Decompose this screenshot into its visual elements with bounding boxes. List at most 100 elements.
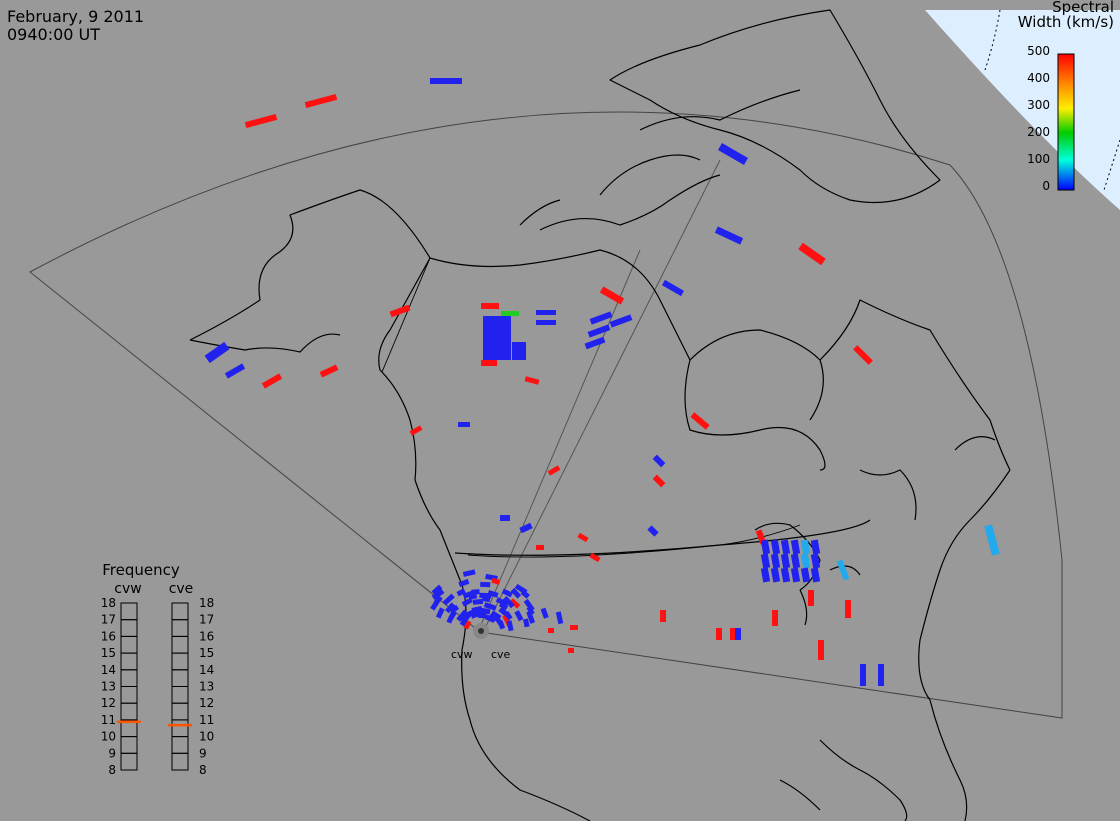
echo-cell <box>449 604 460 614</box>
frequency-level-right: 17 <box>199 613 214 627</box>
radar-echoes <box>204 78 1000 686</box>
echo-cell <box>430 78 462 84</box>
echo-cell <box>204 341 230 364</box>
echo-cell <box>442 593 455 606</box>
borders <box>381 257 801 558</box>
echo-cell <box>458 578 470 588</box>
polar-cap-dotted-line <box>984 9 1001 71</box>
echo-cell <box>468 593 478 600</box>
polar-cap-dotted-line-2 <box>1103 139 1120 191</box>
echo-cell <box>536 320 556 325</box>
frequency-level-right: 16 <box>199 629 214 643</box>
frequency-level-left: 16 <box>101 629 116 643</box>
colorbar-gradient <box>1057 53 1075 191</box>
echo-cell <box>431 588 445 600</box>
echo-cell <box>770 567 781 583</box>
echo-cell <box>790 567 801 583</box>
echo-cell <box>472 598 484 605</box>
fov-beam-line-2 <box>477 249 641 633</box>
echo-cell <box>514 610 524 622</box>
echo-cell <box>522 618 530 628</box>
echo-cell <box>498 601 509 611</box>
frequency-level-right: 9 <box>199 746 207 760</box>
echo-cell <box>487 613 497 623</box>
echo-cell <box>458 422 470 427</box>
echo-cell <box>483 316 511 360</box>
frequency-level-left: 18 <box>101 596 116 610</box>
colorbar-tick-200: 200 <box>1027 125 1050 139</box>
echo-cell <box>652 474 666 488</box>
echo-cell <box>780 539 791 555</box>
echo-cell <box>389 304 411 318</box>
site-label-cve: cve <box>491 648 511 661</box>
echo-cell <box>714 226 744 245</box>
frequency-level-right: 14 <box>199 663 214 677</box>
echo-cell <box>480 581 491 588</box>
echo-cell <box>800 539 811 555</box>
echo-cell <box>652 454 666 468</box>
echo-cell <box>760 567 771 583</box>
echo-cell <box>860 664 866 686</box>
frequency-level-right: 11 <box>199 713 214 727</box>
echo-cell <box>319 364 339 378</box>
echo-cell <box>587 324 611 338</box>
frequency-level-left: 12 <box>101 696 116 710</box>
frequency-title: Frequency <box>102 561 180 579</box>
radar-fov-outline <box>29 111 1063 719</box>
echo-cell <box>577 532 589 543</box>
echo-cell <box>547 465 561 476</box>
echo-cell <box>433 595 443 605</box>
echo-cell <box>261 373 283 389</box>
echo-cell <box>589 552 601 563</box>
echo-cell <box>520 589 530 599</box>
echo-cell <box>461 597 473 607</box>
echo-cell <box>491 577 501 585</box>
echo-cell <box>536 310 556 315</box>
frequency-cell-cve <box>171 752 189 771</box>
echo-cell <box>506 620 514 632</box>
echo-cell <box>526 605 535 616</box>
echo-cell <box>599 286 625 305</box>
echo-cell <box>501 311 519 316</box>
echo-cell <box>481 595 491 603</box>
echo-cell <box>790 553 801 569</box>
frequency-level-left: 13 <box>101 680 116 694</box>
echo-cell <box>448 610 458 620</box>
echo-cell <box>589 311 613 325</box>
echo-cell <box>510 587 522 599</box>
echo-cell <box>304 93 338 109</box>
echo-cell <box>445 602 456 614</box>
echo-cell <box>770 539 781 555</box>
frequency-level-left: 9 <box>108 746 116 760</box>
echo-cell <box>800 567 811 583</box>
echo-cell <box>497 620 506 630</box>
colorbar-title-line1: Spectral <box>1052 0 1114 16</box>
frequency-level-left: 17 <box>101 613 116 627</box>
echo-cell <box>984 524 1000 556</box>
frequency-radar-cve: cve <box>169 581 194 597</box>
colorbar-tick-300: 300 <box>1027 98 1050 112</box>
frequency-level-left: 11 <box>101 713 116 727</box>
echo-cell <box>548 628 554 633</box>
echo-cell <box>818 640 824 660</box>
echo-cell <box>481 360 497 366</box>
echo-cell <box>716 628 722 640</box>
fov-beam-line <box>482 159 721 633</box>
spectral-width-colorbar: 500 400 300 200 100 0 <box>1027 44 1075 193</box>
frequency-level-left: 8 <box>108 763 116 777</box>
colorbar-title-line2: Width (km/s) <box>1017 13 1114 31</box>
echo-cell <box>471 589 480 595</box>
echo-cell <box>810 539 821 555</box>
echo-cell <box>526 610 536 624</box>
echo-cell <box>462 569 476 577</box>
frequency-level-right: 12 <box>199 696 214 710</box>
colorbar-tick-100: 100 <box>1027 152 1050 166</box>
echo-cell <box>512 342 526 360</box>
echo-cell <box>780 553 791 569</box>
colorbar-tick-0: 0 <box>1042 179 1050 193</box>
echo-cell <box>540 607 549 619</box>
echo-cell <box>760 539 771 555</box>
site-label-cvw: cvw <box>451 648 473 661</box>
